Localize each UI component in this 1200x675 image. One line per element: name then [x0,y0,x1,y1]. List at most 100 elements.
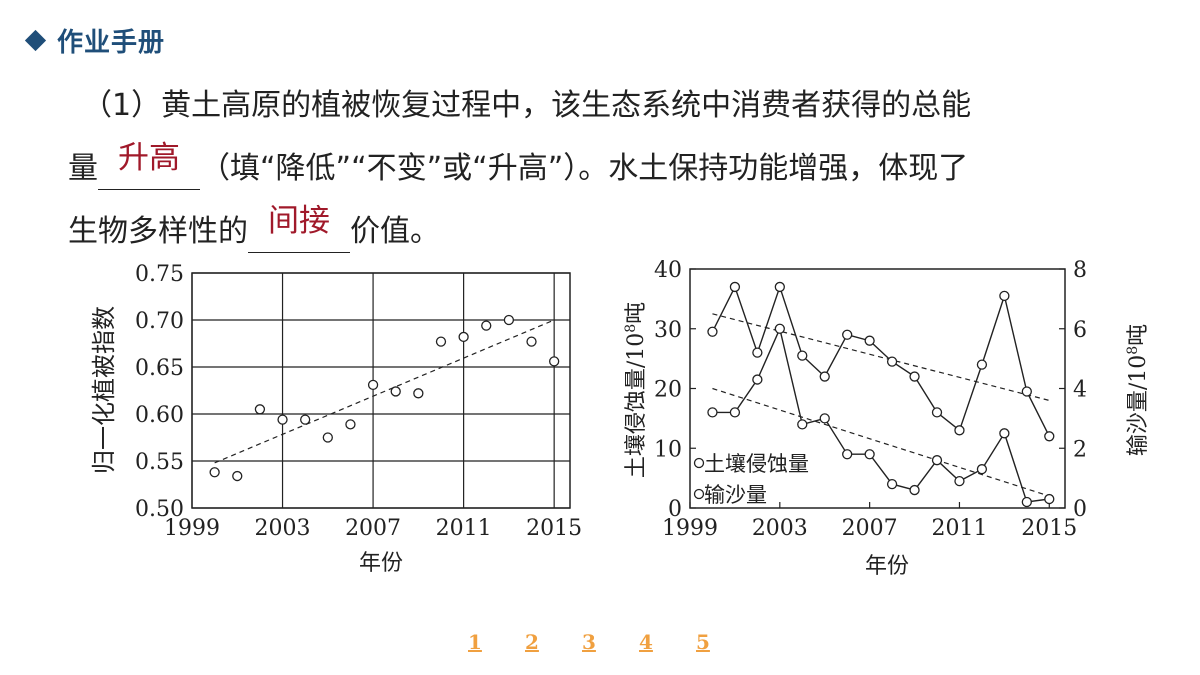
ndvi-data-point [367,379,379,391]
erosion-series-line [711,284,1050,437]
sediment-data-point [707,407,718,418]
page-link-1[interactable]: 1 [468,630,482,654]
x-tick-label: 2011 [931,516,987,541]
legend-label-erosion: 土壤侵蚀量 [704,452,809,476]
sediment-data-point [1044,493,1055,505]
section-header: 作业手册 [24,22,165,59]
section-title: 作业手册 [57,28,166,58]
erosion-data-point [864,335,875,346]
erosion-data-point [819,371,830,382]
line3-prefix: 生物多样性的 [68,214,248,249]
ndvi-data-point [481,320,492,331]
sediment-data-point [1021,496,1032,508]
ndvi-x-ticks: 1999 2003 2007 2011 2015 [164,516,582,541]
erosion-data-point [999,290,1010,302]
ndvi-data-point [549,356,560,367]
sediment-data-point [999,428,1010,439]
x-tick-label: 2015 [1021,516,1077,541]
x-tick-label: 2003 [752,516,808,541]
left-ylabel-part-3: 吨 [624,302,649,324]
page-link-4[interactable]: 4 [639,630,653,654]
ndvi-y-tick-label: 0.75 [135,262,184,287]
ndvi-data-point [526,336,537,347]
erosion-left-y-ticks: 0 10 20 30 40 [654,258,696,522]
right-y-tick-label: 0 [1073,497,1087,522]
right-y-tick-label: 8 [1073,258,1087,283]
ndvi-x-tick-label: 2003 [255,516,311,541]
answer-blank-2: 间接 [248,203,350,253]
ndvi-data-point [345,419,356,430]
page-link-3[interactable]: 3 [582,630,596,654]
erosion-right-y-ticks: 0 2 4 6 8 [1059,258,1087,522]
ndvi-x-tick-label: 2011 [436,516,492,541]
ndvi-data-point [300,414,311,425]
question-line-1: （1）黄土高原的植被恢复过程中，该生态系统中消费者获得的总能 [82,88,972,123]
ndvi-y-ticks: 0.50 0.55 0.60 0.65 0.70 0.75 [135,262,184,522]
ndvi-chart: 0.50 0.55 0.60 0.65 0.70 0.75 1999 2003 2007 201… [90,262,582,576]
sediment-data-point [954,475,965,487]
ndvi-x-tick-label: 2015 [526,516,582,541]
left-y-tick-label: 40 [654,258,682,283]
sediment-data-point [931,455,943,466]
sediment-data-point [886,478,898,490]
trend-line [712,387,1050,497]
right-y-tick-label: 6 [1073,318,1087,343]
ndvi-data-point [209,467,220,478]
ndvi-y-tick-label: 0.55 [135,450,184,475]
erosion-series [707,281,1055,508]
left-y-tick-label: 10 [654,437,682,462]
page-link-2[interactable]: 2 [525,630,539,654]
trend-line [712,313,1050,402]
sediment-series-line [712,326,1050,503]
legend-label-sediment: 输沙量 [704,483,767,507]
right-y-tick-label: 2 [1073,437,1087,462]
page-link-5[interactable]: 5 [696,630,710,654]
ndvi-data-point [322,432,333,443]
legend-marker-sediment [693,488,705,500]
erosion-left-y-axis-label: 土壤侵蚀量/108吨 [623,302,649,478]
sediment-data-point [729,407,741,418]
ndvi-points [209,314,560,482]
right-ylabel-part-3: 吨 [1126,324,1151,346]
erosion-data-point [931,407,943,418]
right-ylabel-exponent: 8 [1125,346,1141,355]
erosion-data-point [752,347,763,358]
ndvi-data-point [413,388,424,399]
answer-1: 升高 [118,140,180,176]
erosion-data-point [909,371,920,382]
x-tick-label: 2007 [842,516,898,541]
ndvi-x-axis-label: 年份 [359,551,403,576]
sediment-data-point [864,449,875,460]
ndvi-data-point [503,314,515,326]
erosion-data-point [1044,431,1055,442]
ndvi-x-tick-label: 1999 [164,516,220,541]
erosion-sediment-chart: 0 10 20 30 40 0 2 4 6 8 1999 2003 2007 2011 2015 土壤侵… [623,258,1151,579]
erosion-data-point [954,425,965,436]
erosion-data-point [976,359,988,370]
sediment-data-point [909,484,920,496]
ndvi-y-tick-label: 0.70 [135,309,184,334]
sediment-data-point [797,419,808,430]
sediment-data-point [819,413,830,424]
sediment-data-point [842,449,853,460]
line2-suffix: （填“降低”“不变”或“升高”）。水土保持功能增强，体现了 [200,151,969,186]
ndvi-y-tick-label: 0.50 [135,497,184,522]
sediment-data-point [976,464,988,475]
right-ylabel-part-1: 输沙量/10 [1126,355,1151,456]
ndvi-data-point [435,336,447,347]
ndvi-plot-frame [191,272,571,509]
ndvi-data-point [390,386,401,397]
erosion-x-axis-label: 年份 [865,554,909,579]
erosion-data-point [886,356,898,367]
erosion-data-point [729,281,741,293]
diamond-bullet-icon [24,29,47,52]
legend-marker-erosion [693,457,705,469]
question-line-3: 生物多样性的 间接 价值。 [68,203,440,253]
answer-2: 间接 [268,203,330,239]
left-y-tick-label: 20 [654,378,682,403]
erosion-legend: 土壤侵蚀量 输沙量 [693,452,809,507]
question-line-2: 量升高 （填“降低”“不变”或“升高”）。水土保持功能增强，体现了 [68,140,969,190]
ndvi-y-tick-label: 0.65 [135,356,184,381]
left-y-tick-label: 0 [668,497,682,522]
erosion-trend-lines [712,313,1050,497]
